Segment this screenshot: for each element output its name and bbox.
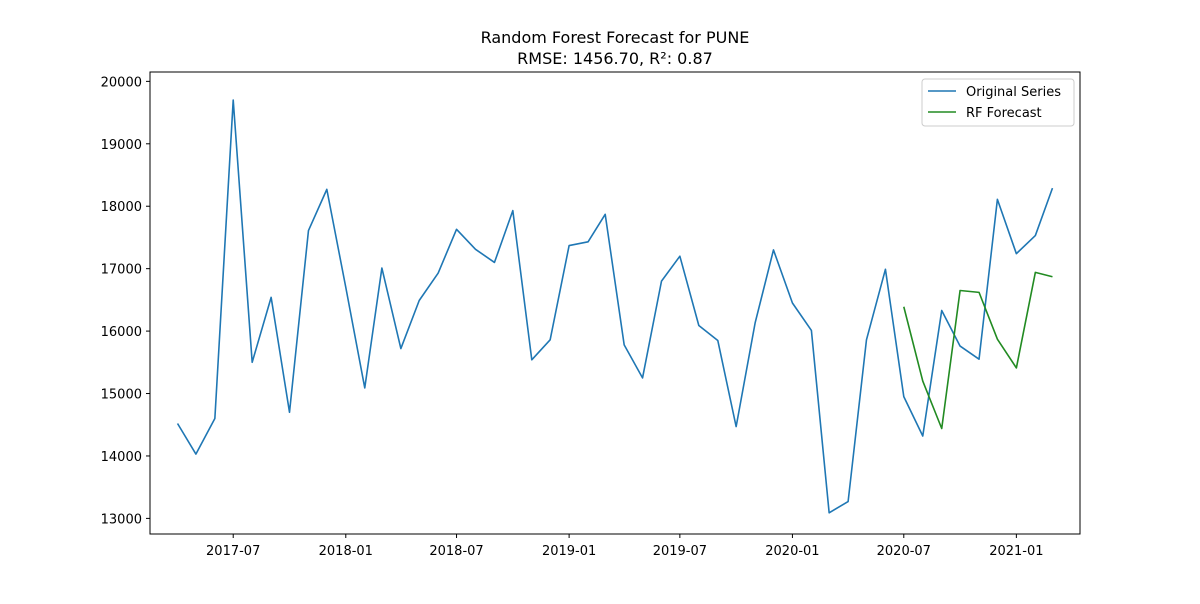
data-point: [995, 197, 1000, 202]
chart-subtitle: RMSE: 1456.70, R²: 0.87: [517, 49, 713, 68]
data-point: [1014, 365, 1019, 370]
data-point: [977, 290, 982, 295]
data-point: [958, 288, 963, 293]
y-axis: 13000 14000 15000 16000 17000 18000 19000 20000: [101, 75, 150, 527]
data-point: [939, 308, 944, 313]
data-point: [324, 187, 329, 192]
data-point: [231, 98, 236, 103]
data-point: [846, 499, 851, 504]
data-point: [398, 346, 403, 351]
chart-title: Random Forest Forecast for PUNE: [481, 28, 750, 47]
data-point: [529, 357, 534, 362]
data-point: [343, 285, 348, 290]
legend: Original Series RF Forecast: [921, 78, 1075, 127]
data-point: [306, 228, 311, 233]
data-point: [473, 247, 478, 252]
y-tick-label: 17000: [101, 263, 142, 278]
data-point: [1033, 270, 1038, 275]
data-point: [193, 452, 198, 457]
data-point: [1050, 186, 1055, 191]
data-point: [809, 328, 814, 333]
x-tick-label: 2018-07: [429, 544, 483, 559]
data-point: [958, 344, 963, 349]
data-point: [753, 320, 758, 325]
plot-frame: [149, 71, 1081, 535]
x-tick-label: 2019-07: [653, 544, 707, 559]
data-point: [920, 433, 925, 438]
x-tick-label: 2020-07: [877, 544, 931, 559]
data-point: [510, 208, 515, 213]
data-point: [586, 239, 591, 244]
data-point: [771, 247, 776, 252]
legend-label: RF Forecast: [966, 106, 1042, 121]
data-point: [659, 279, 664, 284]
data-point: [436, 271, 441, 276]
legend-box: [921, 78, 1075, 127]
data-point: [883, 267, 888, 272]
x-tick-label: 2021-01: [989, 544, 1043, 559]
data-point: [603, 212, 608, 217]
data-point: [417, 298, 422, 303]
series-layer: [175, 98, 1055, 515]
data-point: [379, 266, 384, 271]
series-line-rf-forecast: [903, 271, 1053, 430]
data-point: [287, 410, 292, 415]
x-tick-label: 2019-01: [542, 544, 596, 559]
legend-label: Original Series: [966, 85, 1061, 100]
x-axis: 2017-07 2018-01 2018-07 2019-01 2019-07 2020-…: [206, 534, 1044, 559]
y-tick-label: 20000: [101, 75, 142, 90]
y-tick-label: 19000: [101, 138, 142, 153]
data-point: [269, 295, 274, 300]
y-tick-label: 14000: [101, 450, 142, 465]
data-point: [212, 416, 217, 421]
data-point: [901, 394, 906, 399]
data-point: [362, 385, 367, 390]
data-point: [622, 342, 627, 347]
data-point: [175, 421, 180, 426]
y-tick-label: 13000: [101, 512, 142, 527]
plot-area: [150, 72, 1080, 534]
data-point: [1014, 251, 1019, 256]
data-point: [567, 243, 572, 248]
data-point: [1033, 233, 1038, 238]
data-point: [734, 424, 739, 429]
data-point: [995, 337, 1000, 342]
data-point: [492, 260, 497, 265]
x-tick-label: 2017-07: [206, 544, 260, 559]
data-point: [939, 426, 944, 431]
data-point: [454, 227, 459, 232]
data-point: [640, 375, 645, 380]
data-point: [920, 379, 925, 384]
data-point: [696, 323, 701, 328]
data-point: [1050, 274, 1055, 279]
data-point: [864, 337, 869, 342]
x-tick-label: 2020-01: [765, 544, 819, 559]
data-point: [901, 304, 906, 309]
y-tick-label: 18000: [101, 200, 142, 215]
data-point: [677, 254, 682, 259]
data-point: [250, 360, 255, 365]
data-point: [715, 338, 720, 343]
y-tick-label: 15000: [101, 388, 142, 403]
series-line-original-series: [176, 99, 1054, 514]
x-tick-label: 2018-01: [319, 544, 373, 559]
data-point: [790, 301, 795, 306]
y-tick-label: 16000: [101, 325, 142, 340]
data-point: [548, 337, 553, 342]
data-point: [827, 510, 832, 515]
data-point: [977, 357, 982, 362]
